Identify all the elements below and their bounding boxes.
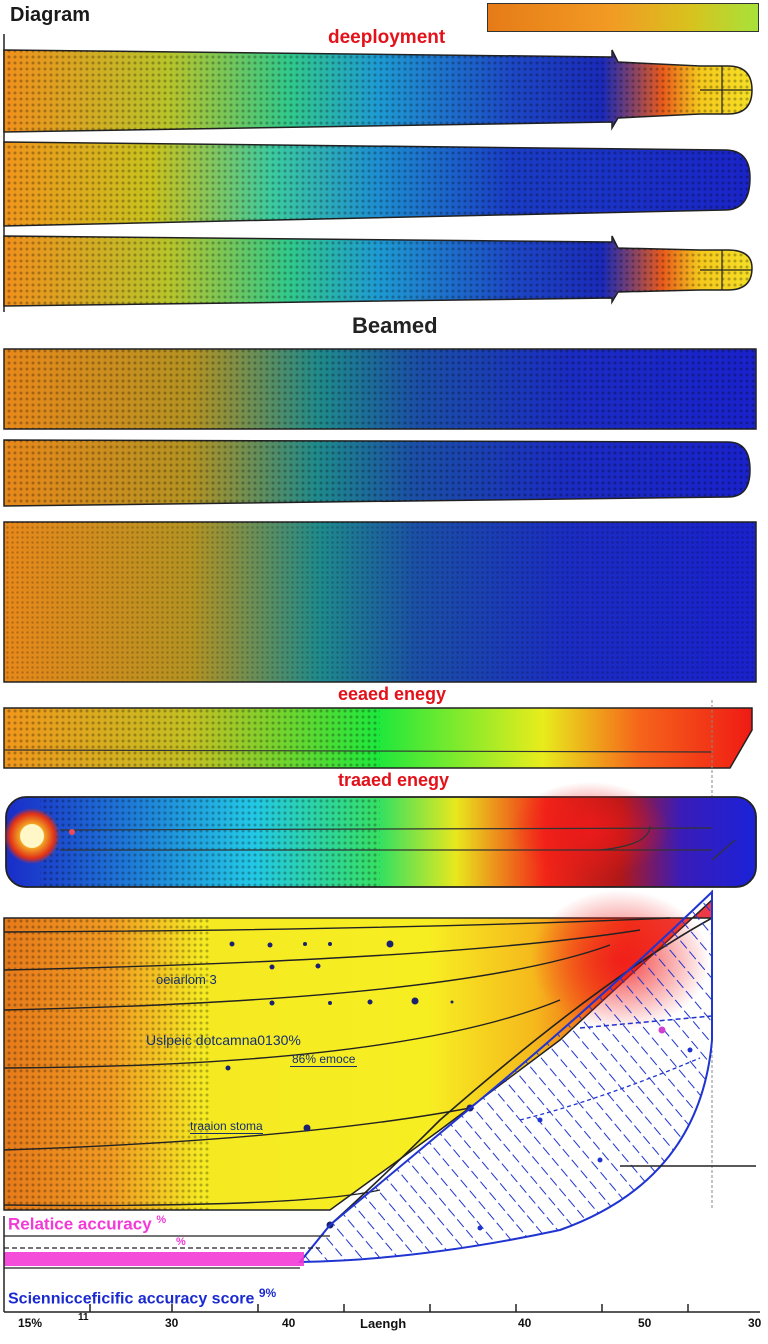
- deployment-bar-1: [3, 49, 753, 133]
- x-axis: [3, 1216, 760, 1313]
- scientific-accuracy-label: Sciennicceficific accuracy score 9%: [8, 1286, 276, 1308]
- deployment-bar-2: [3, 141, 751, 227]
- small-percent-label: %: [176, 1236, 186, 1248]
- tick-label-3: 30: [165, 1316, 179, 1330]
- annotation-86-emoce: 86% emoce: [290, 1052, 358, 1067]
- color-scale-legend: [487, 3, 759, 32]
- tick-label-6: 50: [638, 1316, 652, 1330]
- beamed-bar-2: [3, 439, 751, 507]
- tick-label-1: 15%: [18, 1316, 43, 1330]
- beamed-bar-1: [3, 348, 757, 430]
- annotation-uslpeic: Uslpeic dotcamna0130%: [146, 1032, 301, 1048]
- eeaed-energy-label: eeaed enegy: [338, 684, 447, 704]
- deployment-bar-3: [3, 235, 753, 307]
- diagram-title: Diagram: [10, 4, 91, 26]
- annotation-traaion: traaion stoma: [190, 1119, 263, 1134]
- x-axis-label: Laengh: [360, 1316, 407, 1331]
- tick-label-7: 30: [748, 1316, 762, 1330]
- annotation-oeiarlom: oeiarlom 3: [156, 972, 217, 987]
- tick-label-2: 11: [78, 1312, 89, 1323]
- relative-accuracy-percent: %: [156, 1214, 167, 1226]
- traaed-energy-bar: [5, 782, 757, 888]
- flare-icon: [4, 808, 75, 864]
- beamed-bar-3: [3, 521, 757, 683]
- beamed-label: Beamed: [352, 313, 438, 338]
- scientific-accuracy-text: Sciennicceficific accuracy score: [8, 1290, 255, 1308]
- deployment-label: deeployment: [328, 27, 446, 48]
- relative-accuracy-text: Relatice accuracy: [8, 1214, 152, 1234]
- eeaed-energy-bar: [3, 700, 753, 1210]
- tick-label-5: 40: [518, 1316, 532, 1330]
- traaed-energy-label: traaed enegy: [338, 770, 450, 790]
- scientific-accuracy-percent: 9%: [258, 1286, 277, 1300]
- relative-accuracy-label: Relatice accuracy %: [8, 1214, 166, 1235]
- tick-label-4: 40: [282, 1316, 296, 1330]
- bottom-bands: [4, 1235, 330, 1269]
